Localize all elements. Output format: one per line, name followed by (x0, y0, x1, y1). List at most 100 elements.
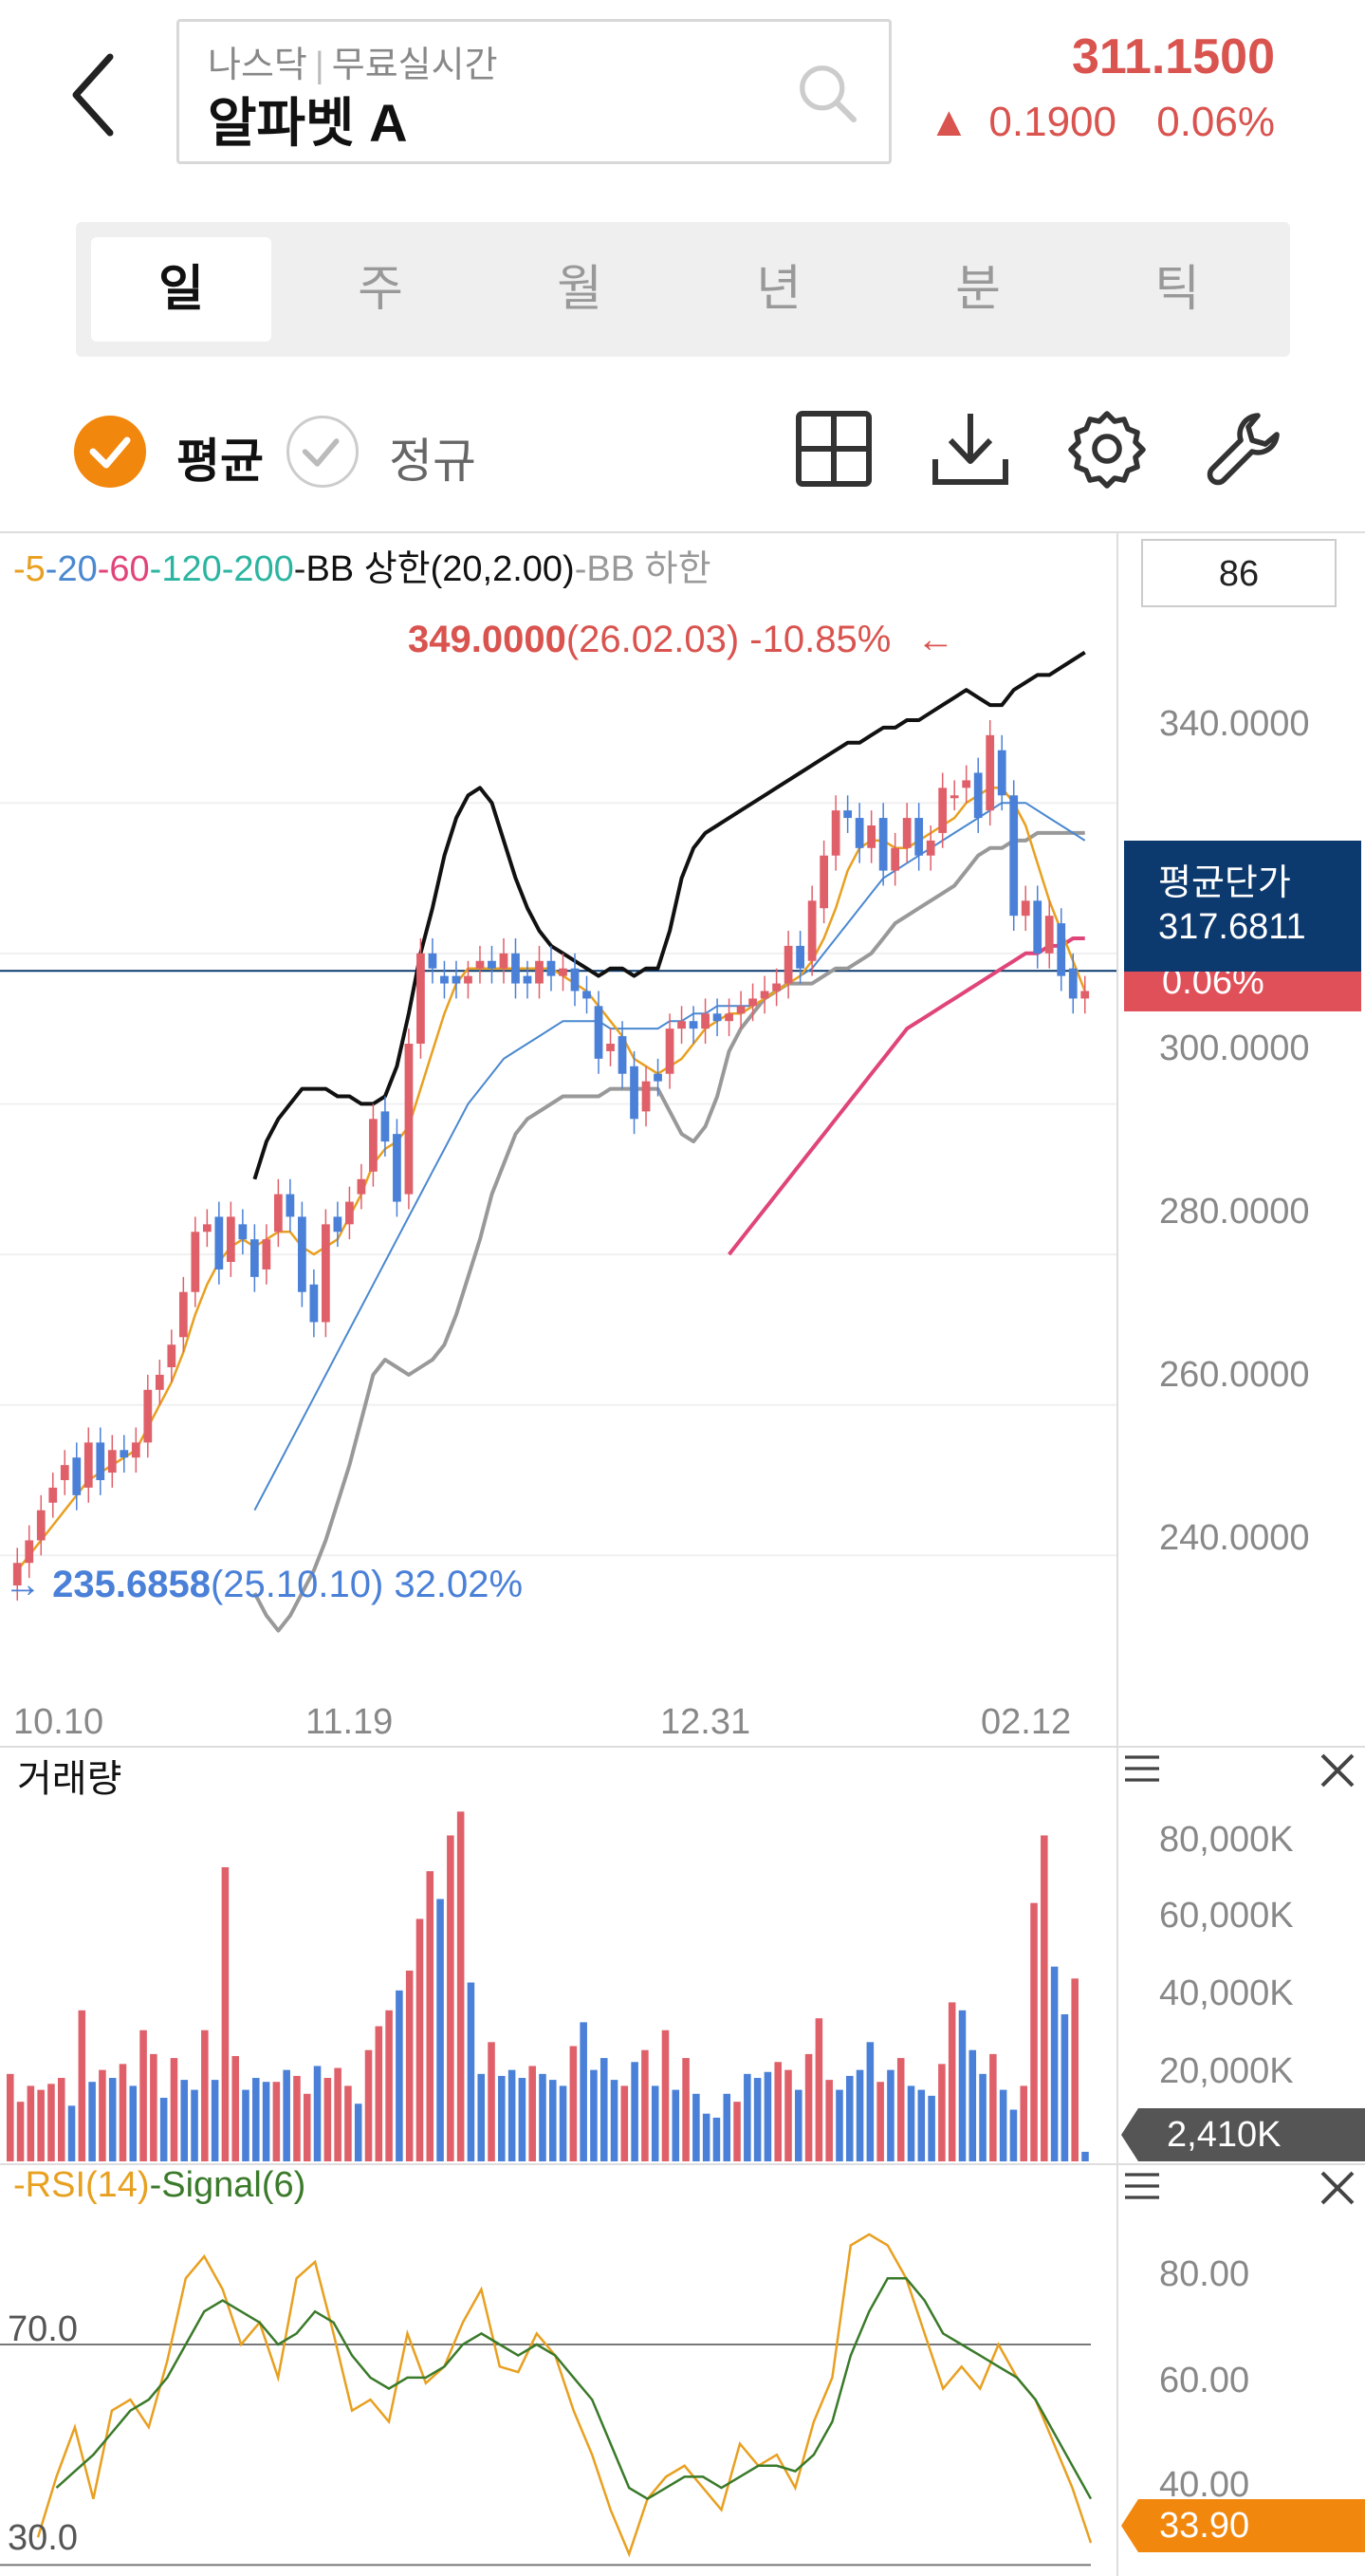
high-price: 349.0000 (408, 619, 566, 660)
candle (488, 960, 496, 969)
candle (760, 991, 769, 999)
up-arrow-icon: ▲ (928, 99, 970, 145)
legend-bb-lower[interactable]: BB 하한 (586, 549, 711, 589)
volume-bar (385, 2010, 393, 2161)
rsi-series-line (55, 2277, 1093, 2501)
volume-bar (507, 2069, 516, 2161)
average-label[interactable]: 평균 (176, 435, 264, 488)
low-detail: (25.10.10) 32.02% (210, 1564, 524, 1605)
candle (772, 983, 781, 991)
volume-bar (518, 2078, 526, 2161)
candle (820, 855, 829, 909)
candle (143, 1389, 153, 1443)
rsi-series-line (36, 2233, 1093, 2558)
volume-bar (354, 2103, 362, 2161)
legend-bb-upper[interactable]: BB 상한(20,2.00) (305, 549, 575, 589)
volume-bar (876, 2082, 884, 2161)
volume-bar (78, 2010, 86, 2161)
tab-day[interactable]: 일 (91, 237, 271, 342)
candle (131, 1442, 140, 1458)
volume-bar (539, 2073, 546, 2161)
volume-bar (1041, 1835, 1048, 2161)
volume-panel-border (0, 1746, 1365, 1748)
volume-bar (928, 2095, 935, 2161)
candle (12, 1563, 22, 1586)
close-icon[interactable] (1317, 2167, 1358, 2209)
market-label: 나스닥 (208, 46, 307, 85)
tab-tick[interactable]: 틱 (1154, 262, 1200, 317)
tab-minute[interactable]: 분 (955, 262, 1001, 317)
candle (120, 1450, 129, 1458)
download-icon (932, 414, 1008, 485)
price-y-tick: 260.0000 (1159, 1355, 1310, 1395)
volume-bar (784, 2069, 792, 2161)
candle (535, 960, 544, 984)
tab-month[interactable]: 월 (557, 262, 602, 317)
volume-bar (415, 1918, 424, 2161)
volume-y-tick: 20,000K (1159, 2051, 1294, 2091)
volume-bar (896, 2058, 905, 2161)
legend-ma120[interactable]: 120 (161, 549, 222, 589)
candle (712, 1013, 722, 1022)
stock-search-box[interactable]: 나스닥 | 무료실시간 알파벳 A (176, 19, 892, 164)
candle (475, 960, 485, 969)
checkmark-icon (89, 436, 131, 469)
volume-bar (1061, 2013, 1069, 2161)
volume-bar (191, 2089, 198, 2161)
volume-bar (917, 2089, 926, 2161)
download-button[interactable] (928, 406, 1013, 491)
close-icon[interactable] (1317, 1750, 1358, 1791)
tab-year[interactable]: 년 (756, 262, 802, 317)
volume-bar (88, 2082, 96, 2161)
candle (891, 847, 900, 871)
volume-bar (37, 2089, 45, 2161)
layout-grid-icon (796, 411, 872, 487)
volume-bar (231, 2055, 239, 2161)
candle (202, 1224, 212, 1232)
candlestick-chart[interactable] (0, 607, 1116, 1698)
candle (654, 1073, 662, 1082)
candle (784, 945, 793, 984)
candle (1033, 900, 1042, 954)
volume-bar (67, 2105, 76, 2161)
legend-rsi[interactable]: RSI(14) (25, 2165, 150, 2205)
axis-divider (1116, 533, 1118, 2576)
volume-bar (620, 2085, 629, 2161)
volume-bar (119, 2064, 127, 2161)
settings-button[interactable] (1064, 406, 1150, 491)
volume-bar (27, 2085, 35, 2161)
regular-label[interactable]: 정규 (389, 435, 476, 488)
rsi-y-tick: 80.00 (1159, 2254, 1250, 2294)
volume-chart[interactable] (0, 1784, 1116, 2161)
layout-grid-button[interactable] (791, 406, 876, 491)
volume-bar (907, 2085, 915, 2161)
candle (273, 1194, 283, 1232)
tab-week[interactable]: 주 (358, 262, 403, 317)
tools-button[interactable] (1201, 406, 1286, 491)
zoom-level-box[interactable]: 86 (1141, 539, 1337, 607)
volume-bar (641, 2049, 649, 2161)
search-icon[interactable] (794, 60, 860, 126)
volume-bar (672, 2089, 680, 2161)
rsi-chart[interactable] (0, 2201, 1116, 2576)
menu-icon[interactable] (1121, 1748, 1163, 1789)
back-button[interactable] (57, 47, 133, 142)
legend-ma20[interactable]: 20 (57, 549, 98, 589)
volume-bar (866, 2042, 875, 2161)
regular-checkbox[interactable] (286, 416, 359, 488)
volume-bar (303, 2093, 311, 2161)
volume-bar (712, 2117, 721, 2161)
legend-signal[interactable]: Signal(6) (161, 2165, 306, 2205)
menu-icon[interactable] (1121, 2165, 1163, 2207)
high-detail: (26.02.03) -10.85% (565, 619, 892, 660)
volume-bar (1020, 2085, 1028, 2161)
volume-bar (159, 2097, 168, 2161)
candle (286, 1194, 295, 1217)
volume-bar (375, 2026, 383, 2161)
legend-ma200[interactable]: 200 (233, 549, 294, 589)
volume-bar (99, 2069, 106, 2161)
candle (973, 772, 983, 819)
average-checkbox[interactable] (74, 416, 146, 488)
legend-ma60[interactable]: 60 (109, 549, 150, 589)
legend-ma5[interactable]: 5 (25, 549, 46, 589)
